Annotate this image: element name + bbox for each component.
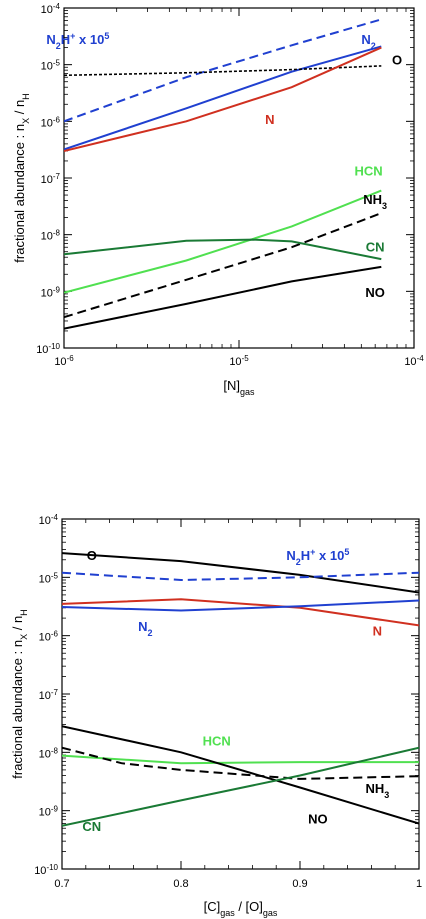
series-line-cn [62,746,419,827]
series-line-nh3 [62,746,419,780]
x-tick-label: 10-4 [404,354,424,369]
x-tick-label: 10-6 [54,354,74,369]
y-tick-label: 10-9 [41,285,61,300]
top-chart-panel: 10-10 10-9 10-8 10-7 10-6 10-5 10-4 10-6 10-5 10-… [12,2,424,398]
series-label-o: O [392,53,402,68]
x-tick-label: 10-5 [229,354,249,369]
series-line-n2 [64,45,382,151]
series-line-n2 [62,599,419,612]
y-tick-label: 10-6 [39,629,59,644]
series-label-no: NO [308,812,328,827]
y-axis-title: fractional abundance : nX / nH [10,609,29,778]
x-tick-label: 0.8 [173,878,188,890]
series-label-n: N [373,624,382,639]
series-label-n: N [265,112,274,127]
series-line-n [62,598,419,627]
series-label-cn: CN [82,819,101,834]
y-tick-label: 10-4 [41,2,61,17]
y-tick-label: 10-9 [39,804,59,819]
y-tick-label: 10-6 [41,115,61,130]
y-tick-label: 10-8 [39,746,59,761]
series-line-no [64,265,382,330]
series-label-o: O [87,548,97,563]
y-tick-label: 10-4 [39,513,59,528]
series-line-o [62,552,419,594]
x-tick-label: 0.7 [54,878,69,890]
x-axis-title: [C]gas / [O]gas [204,899,278,918]
y-tick-label: 10-7 [39,688,59,703]
y-tick-label: 10-5 [39,571,59,586]
y-tick-label: 10-7 [41,172,61,187]
series-label-cn: CN [366,240,385,255]
y-tick-label: 10-10 [36,342,60,357]
y-axis-title: fractional abundance : nX / nH [12,93,31,262]
series-label-nh3: NH3 [363,192,387,211]
x-tick-label: 1 [416,878,422,890]
series-label-no: NO [365,285,385,300]
series-label-n2: N2 [361,32,375,51]
series-label-nh3: NH3 [365,781,389,800]
series-line-hcn [64,189,382,294]
series-line-n2hplus [64,18,382,123]
series-label-n2hplus: N2H+ x 105 [46,31,109,51]
series-line-no [62,725,419,825]
x-tick-label: 0.9 [292,878,307,890]
series-label-hcn: HCN [203,734,231,749]
plot-frame [61,518,420,870]
y-tick-label: 10-8 [41,228,61,243]
y-tick-label: 10-5 [41,58,61,73]
bottom-chart-panel: 10-10 10-9 10-8 10-7 10-6 10-5 10-4 0.7 0.8 0.9 1 [… [10,513,422,919]
y-tick-label: 10-10 [34,863,58,878]
series-line-n [64,46,382,152]
series-line-o [64,65,382,77]
x-axis-title: [N]gas [223,378,255,397]
series-label-n2hplus: N2H+ x 105 [286,547,349,567]
series-line-n2hplus [62,571,419,582]
series-line-cn [64,238,382,261]
series-label-hcn: HCN [354,164,382,179]
series-label-n2: N2 [138,619,152,638]
series-line-nh3 [64,212,382,319]
